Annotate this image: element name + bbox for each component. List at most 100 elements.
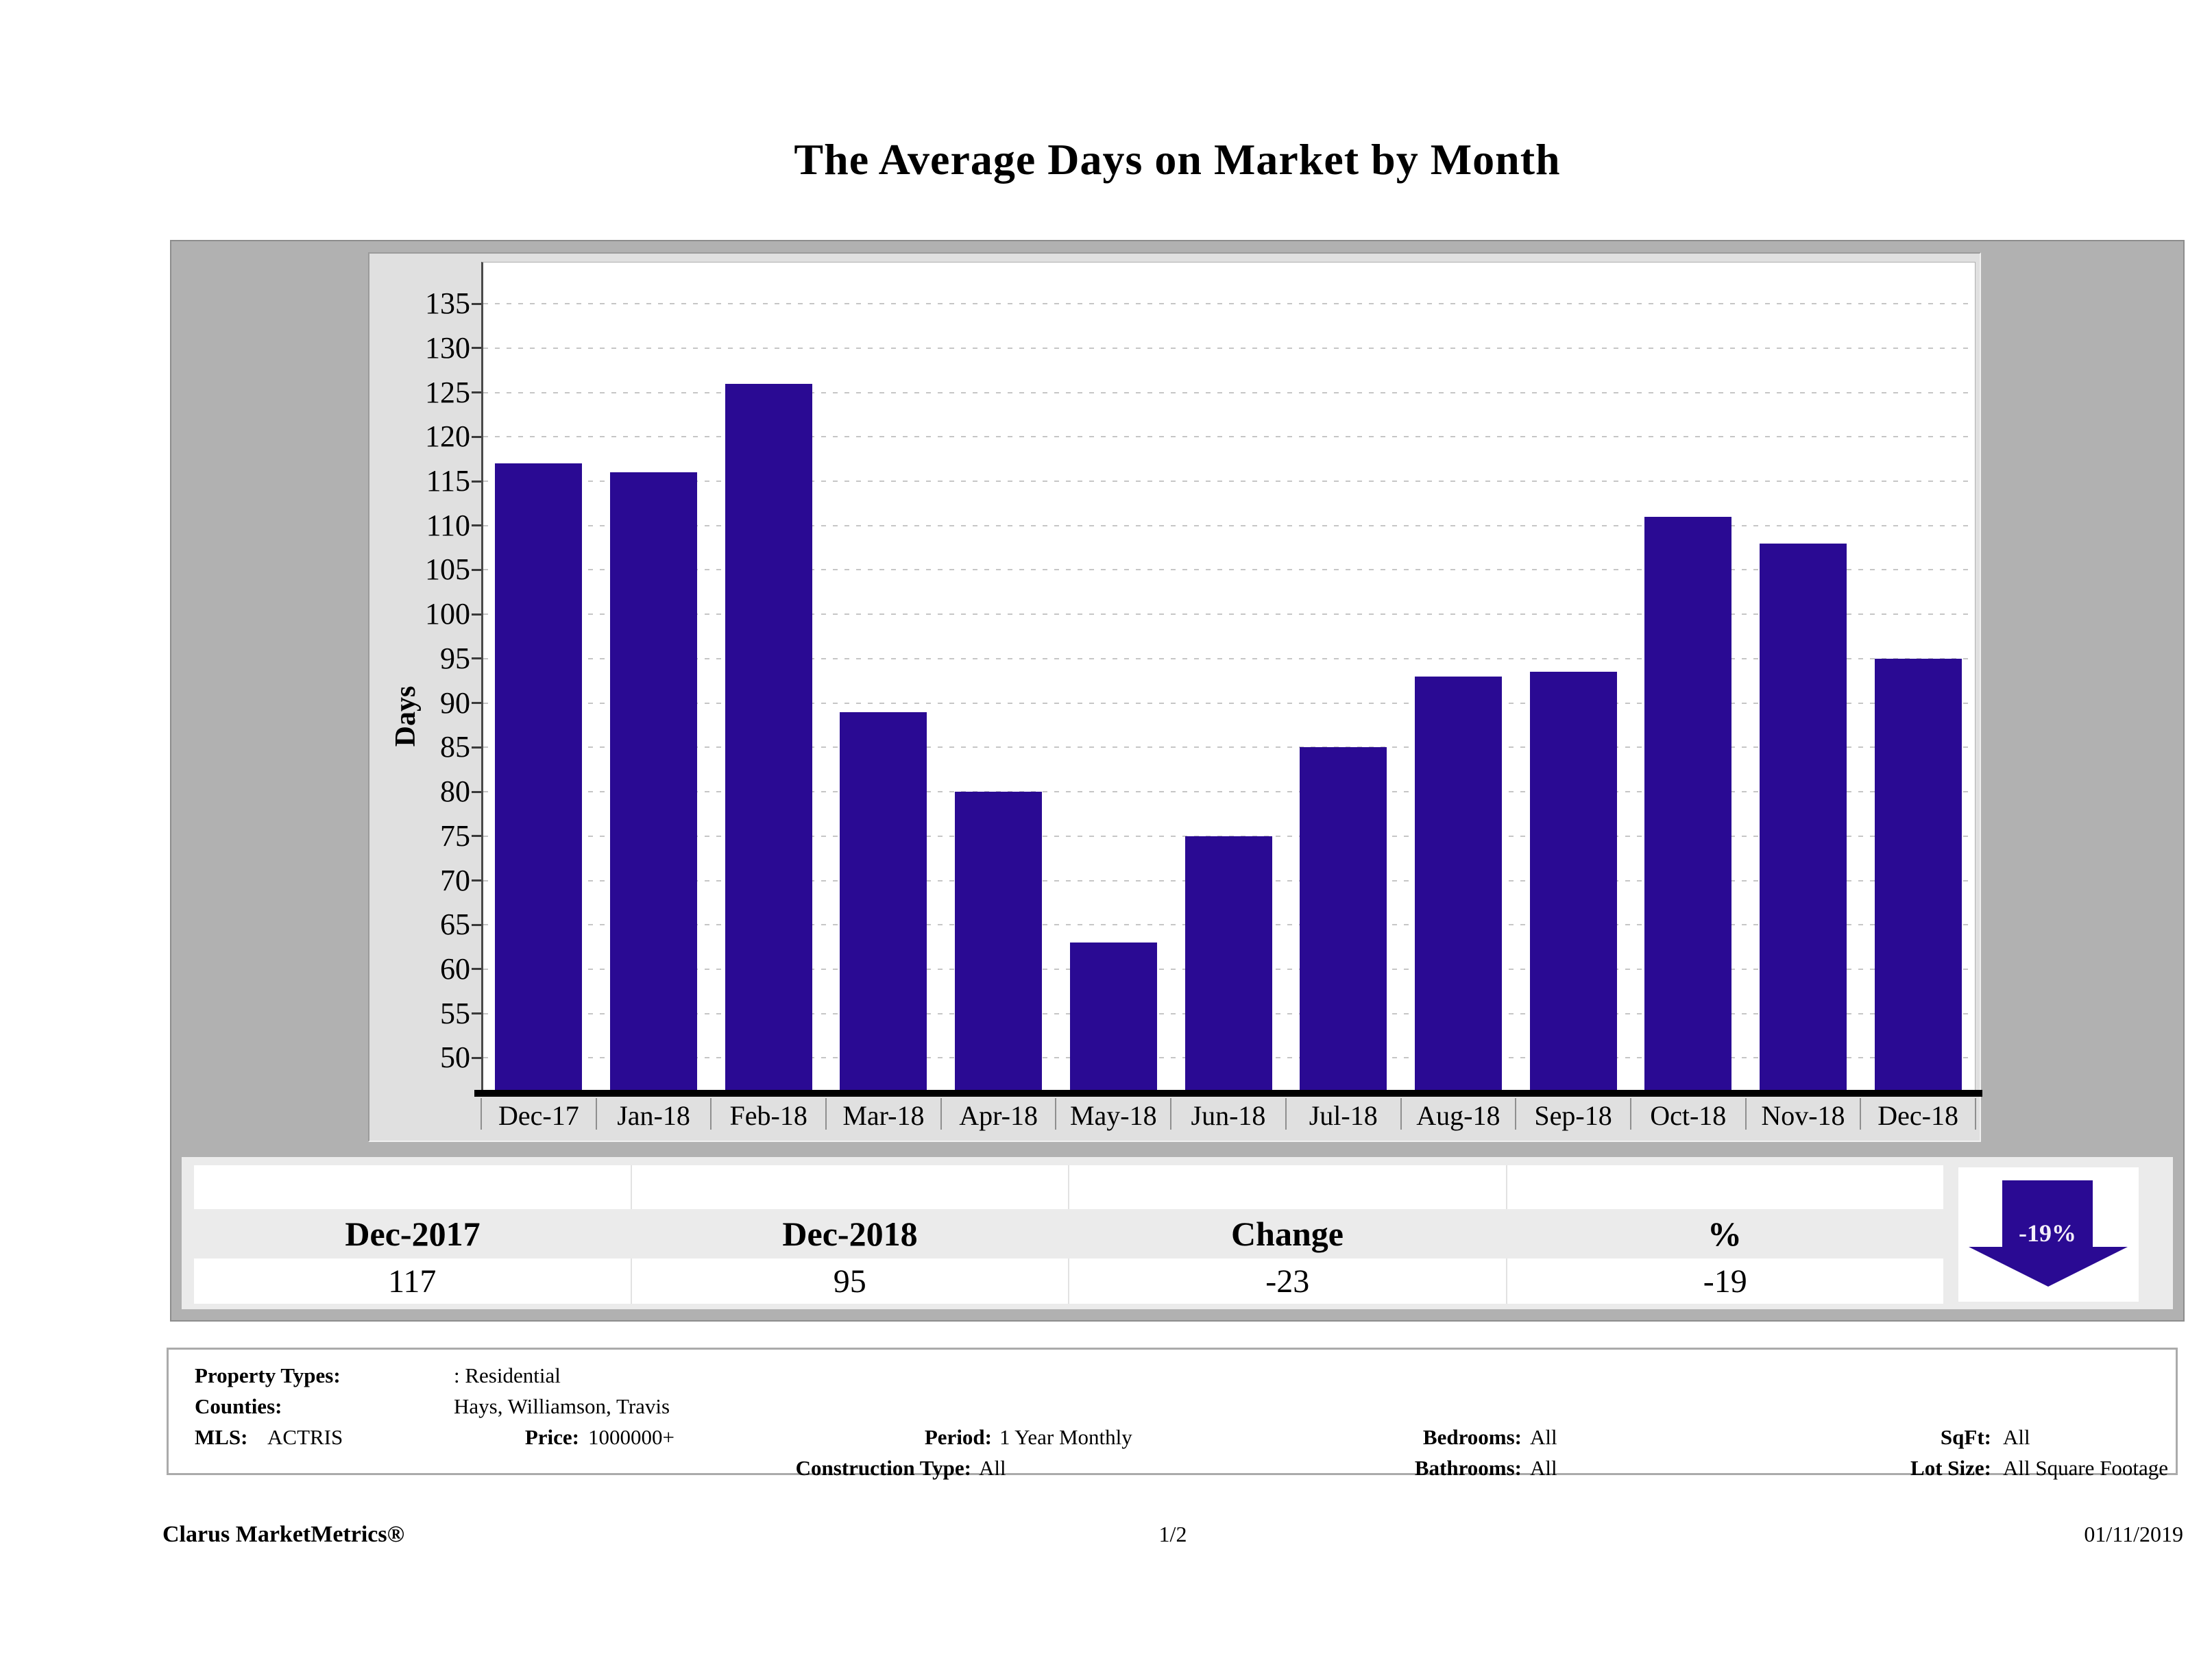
y-tick-mark	[472, 879, 481, 881]
bar-nov-18	[1759, 543, 1847, 1090]
down-arrow-icon-tip	[1969, 1247, 2128, 1287]
y-tick-mark	[472, 391, 481, 394]
month-label: Nov-18	[1761, 1100, 1845, 1131]
month-label: Aug-18	[1416, 1100, 1500, 1131]
y-gridline	[483, 613, 1975, 616]
y-tick-mark	[472, 657, 481, 660]
y-gridline	[483, 657, 1975, 659]
month-separator	[1860, 1098, 1862, 1130]
bar-jun-18	[1184, 836, 1272, 1090]
y-gridline	[483, 347, 1975, 349]
month-separator	[1055, 1098, 1057, 1130]
y-gridline	[483, 746, 1975, 749]
filters-panel	[167, 1348, 2178, 1475]
summary-header-cell: Dec-2018	[782, 1215, 918, 1253]
y-gridline	[483, 481, 1975, 482]
y-tick-mark	[472, 568, 481, 571]
lot-size-label: Lot Size:	[1910, 1456, 1991, 1480]
y-tick-mark	[472, 1012, 481, 1015]
mls-label: MLS:	[195, 1425, 248, 1449]
bar-may-18	[1069, 943, 1157, 1090]
y-gridline	[483, 702, 1975, 704]
y-tick-label: 110	[426, 508, 470, 542]
month-label: Jun-18	[1191, 1100, 1266, 1131]
bar-oct-18	[1644, 516, 1732, 1090]
change-indicator-label: -19%	[2019, 1219, 2076, 1247]
month-separator	[1975, 1098, 1976, 1130]
lot-size-value: All Square Footage	[2003, 1456, 2169, 1480]
bar-mar-18	[840, 712, 927, 1090]
property-types-value: : Residential	[454, 1363, 561, 1387]
summary-empty-cell	[1507, 1165, 1944, 1209]
y-tick-mark	[472, 480, 481, 483]
mls-value: ACTRIS	[267, 1425, 343, 1449]
summary-data-row: 117 95 -23 -19	[194, 1258, 1943, 1304]
bar-feb-18	[725, 383, 812, 1090]
y-tick-label: 55	[440, 996, 470, 1030]
summary-header-cell: Dec-2017	[345, 1215, 481, 1253]
y-tick-label: 95	[440, 641, 470, 675]
bar-jul-18	[1300, 747, 1387, 1090]
month-separator	[595, 1098, 597, 1130]
y-axis-title: Days	[390, 685, 422, 747]
property-types-label: Property Types:	[195, 1363, 341, 1387]
summary-value-cell: 95	[632, 1258, 1069, 1304]
month-separator	[1285, 1098, 1287, 1130]
y-tick-mark	[472, 968, 481, 971]
footer-page-number: 1/2	[1158, 1522, 1187, 1546]
y-tick-mark	[472, 746, 481, 749]
y-tick-label: 80	[440, 775, 470, 809]
bar-aug-18	[1414, 676, 1502, 1090]
month-label: Oct-18	[1650, 1100, 1727, 1131]
bar-sep-18	[1529, 672, 1617, 1090]
period-value: 1 Year Monthly	[999, 1425, 1132, 1449]
footer-date: 01/11/2019	[2084, 1522, 2183, 1546]
y-tick-mark	[472, 835, 481, 838]
summary-value-cell: -23	[1069, 1258, 1507, 1304]
construction-type-value: All	[979, 1456, 1006, 1480]
summary-empty-cell	[632, 1165, 1069, 1209]
y-tick-label: 65	[440, 908, 470, 942]
y-gridline	[483, 569, 1975, 571]
summary-value-cell: -19	[1703, 1263, 1747, 1300]
month-label: Dec-17	[498, 1100, 579, 1131]
month-label: Apr-18	[959, 1100, 1038, 1131]
y-tick-label: 85	[440, 730, 470, 764]
summary-empty-cell	[194, 1165, 632, 1209]
month-label: May-18	[1069, 1100, 1157, 1131]
month-separator	[710, 1098, 712, 1130]
counties-value: Hays, Williamson, Travis	[454, 1394, 670, 1418]
y-tick-label: 60	[440, 951, 470, 986]
bathrooms-label: Bathrooms:	[1414, 1456, 1522, 1480]
y-tick-label: 125	[425, 375, 470, 409]
bar-apr-18	[955, 792, 1043, 1090]
bar-jan-18	[610, 472, 698, 1090]
summary-value-cell: 117	[194, 1258, 632, 1304]
month-separator	[825, 1098, 827, 1130]
construction-type-label: Construction Type:	[795, 1456, 971, 1480]
page-title: The Average Days on Market by Month	[794, 135, 1561, 184]
bar-dec-18	[1874, 658, 1962, 1090]
y-gridline	[483, 303, 1975, 305]
y-tick-mark	[472, 347, 481, 350]
month-separator	[481, 1098, 482, 1130]
month-label: Feb-18	[729, 1100, 807, 1131]
bathrooms-value: All	[1530, 1456, 1557, 1480]
sqft-label: SqFt:	[1940, 1425, 1991, 1449]
month-label: Jan-18	[617, 1100, 690, 1131]
y-tick-label: 135	[425, 287, 470, 321]
month-label: Mar-18	[842, 1100, 925, 1131]
sqft-value: All	[2003, 1425, 2030, 1449]
month-separator	[1629, 1098, 1631, 1130]
y-tick-label: 70	[440, 863, 470, 897]
summary-header-row: Dec-2017 Dec-2018 Change%	[194, 1209, 1943, 1258]
y-tick-label: 115	[426, 464, 470, 498]
y-tick-mark	[472, 923, 481, 926]
y-tick-mark	[472, 1056, 481, 1059]
y-gridline	[483, 391, 1975, 393]
y-tick-mark	[472, 790, 481, 793]
counties-label: Counties:	[195, 1394, 282, 1418]
y-tick-label: 90	[440, 685, 470, 720]
down-arrow-icon	[2002, 1180, 2093, 1247]
month-separator	[1170, 1098, 1172, 1130]
